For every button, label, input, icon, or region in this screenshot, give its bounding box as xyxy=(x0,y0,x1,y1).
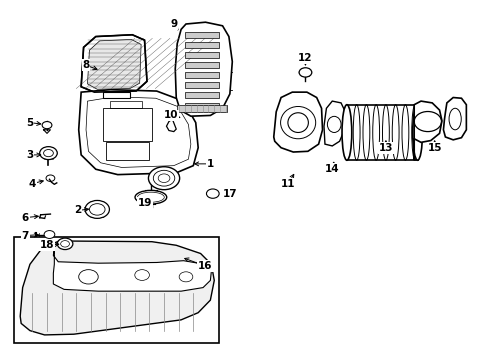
Text: 13: 13 xyxy=(378,143,392,153)
Polygon shape xyxy=(443,98,466,140)
Polygon shape xyxy=(184,103,219,108)
Polygon shape xyxy=(53,248,211,291)
Polygon shape xyxy=(81,35,147,92)
Text: 14: 14 xyxy=(325,164,339,174)
Circle shape xyxy=(42,122,52,129)
Text: 7: 7 xyxy=(21,231,29,240)
Polygon shape xyxy=(87,40,141,89)
Polygon shape xyxy=(20,241,214,335)
Text: 2: 2 xyxy=(74,206,81,216)
Text: 5: 5 xyxy=(26,118,34,128)
Text: 8: 8 xyxy=(82,60,89,70)
Polygon shape xyxy=(184,32,219,38)
Text: 18: 18 xyxy=(40,240,54,250)
Text: 9: 9 xyxy=(170,19,177,29)
Circle shape xyxy=(44,230,55,238)
Polygon shape xyxy=(175,22,232,116)
Text: 15: 15 xyxy=(427,143,441,153)
Polygon shape xyxy=(184,93,219,98)
Text: 4: 4 xyxy=(29,179,36,189)
Text: 11: 11 xyxy=(281,179,295,189)
Circle shape xyxy=(206,189,219,198)
Polygon shape xyxy=(79,90,198,175)
Text: 1: 1 xyxy=(206,159,214,169)
Circle shape xyxy=(148,167,179,190)
Ellipse shape xyxy=(135,190,166,204)
Circle shape xyxy=(40,147,57,159)
Polygon shape xyxy=(273,92,322,152)
Ellipse shape xyxy=(341,105,351,160)
Text: 10: 10 xyxy=(164,111,178,121)
Ellipse shape xyxy=(412,105,422,160)
Circle shape xyxy=(57,238,73,249)
Polygon shape xyxy=(184,82,219,88)
Polygon shape xyxy=(177,105,227,112)
Polygon shape xyxy=(184,42,219,48)
Polygon shape xyxy=(413,101,441,160)
Text: 3: 3 xyxy=(26,150,34,160)
Polygon shape xyxy=(324,101,344,146)
Text: 16: 16 xyxy=(198,261,212,271)
Text: 19: 19 xyxy=(137,198,151,208)
Polygon shape xyxy=(103,92,130,98)
Polygon shape xyxy=(184,62,219,68)
Polygon shape xyxy=(184,72,219,78)
Circle shape xyxy=(299,68,311,77)
Text: 12: 12 xyxy=(298,53,312,63)
Polygon shape xyxy=(184,52,219,58)
Circle shape xyxy=(85,201,109,219)
Text: 6: 6 xyxy=(21,213,29,222)
Bar xyxy=(14,237,219,343)
Text: 17: 17 xyxy=(222,189,237,199)
